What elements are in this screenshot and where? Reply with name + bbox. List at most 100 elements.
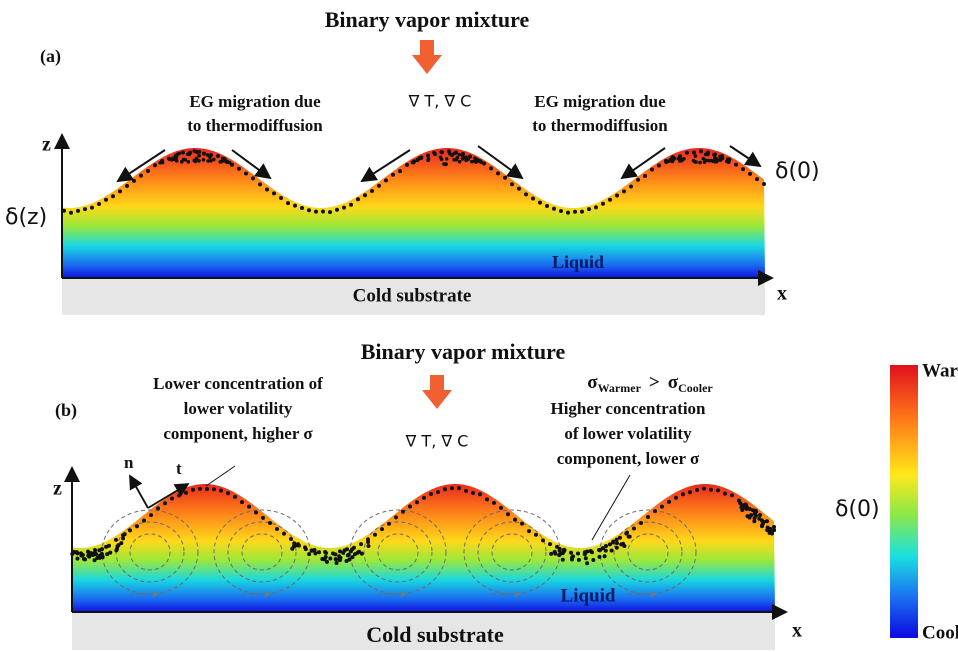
dot: [443, 487, 447, 491]
dot: [758, 513, 762, 517]
dot: [629, 184, 633, 188]
dot: [444, 162, 448, 166]
dot: [104, 545, 108, 549]
dot: [755, 177, 759, 181]
dot: [307, 208, 311, 212]
dot: [422, 496, 426, 500]
dot: [610, 549, 614, 553]
dot: [181, 150, 185, 154]
dot: [552, 207, 556, 211]
dot: [741, 167, 745, 171]
dot: [338, 558, 342, 562]
delta-label: δ(0): [835, 497, 880, 522]
dot: [692, 150, 696, 154]
dot: [439, 150, 443, 154]
dot: [228, 161, 232, 165]
dot: [323, 550, 327, 554]
dot: [650, 168, 654, 172]
dot: [429, 492, 433, 496]
dot: [562, 550, 566, 554]
dot: [472, 160, 476, 164]
vapor-label: Binary vapor mixture: [325, 7, 530, 32]
dot: [197, 154, 201, 158]
dot: [401, 510, 405, 514]
dot: [170, 158, 174, 162]
dot: [87, 555, 91, 559]
dot: [726, 157, 730, 161]
dot: [489, 166, 493, 170]
dot: [289, 537, 293, 541]
dot: [503, 176, 507, 180]
dot: [275, 527, 279, 531]
dot: [384, 178, 388, 182]
dot: [704, 153, 708, 157]
note: Lower concentration of: [153, 374, 323, 393]
dot: [135, 524, 139, 528]
dot: [244, 171, 248, 175]
dot: [432, 151, 436, 155]
dot: [292, 541, 296, 545]
dot: [513, 518, 517, 522]
dot: [408, 505, 412, 509]
dot: [373, 533, 377, 537]
dot: [337, 554, 341, 558]
dot: [335, 561, 339, 565]
dot: [548, 542, 552, 546]
dot: [380, 527, 384, 531]
dot: [660, 505, 664, 509]
dot: [114, 548, 118, 552]
dot: [754, 514, 758, 518]
dot: [93, 558, 97, 562]
dot: [615, 546, 619, 550]
dot: [184, 158, 188, 162]
colorbar-label: Cooler: [922, 622, 958, 643]
dot: [310, 548, 314, 552]
dot: [366, 540, 370, 544]
dot: [636, 178, 640, 182]
dot: [541, 538, 545, 542]
dot: [265, 187, 269, 191]
dot: [680, 159, 684, 163]
dot: [576, 551, 580, 555]
dot: [745, 514, 749, 518]
dot: [549, 552, 553, 556]
note: lower volatility: [184, 399, 293, 418]
note: component, higher σ: [163, 424, 313, 443]
dot: [75, 557, 79, 561]
dot: [622, 189, 626, 193]
dot: [377, 184, 381, 188]
normal-label: n: [124, 453, 134, 472]
dot: [198, 487, 202, 491]
dot: [370, 189, 374, 193]
dot: [671, 160, 675, 164]
dot: [681, 492, 685, 496]
dot: [632, 527, 636, 531]
dot: [191, 488, 195, 492]
dot: [90, 206, 94, 210]
dot: [608, 198, 612, 202]
dot: [286, 201, 290, 205]
dot: [108, 551, 112, 555]
colorbar: [890, 365, 918, 638]
dot: [334, 557, 338, 561]
dot: [436, 490, 440, 494]
liquid-film: [62, 148, 765, 278]
dot: [603, 554, 607, 558]
dot: [577, 558, 581, 562]
dot: [149, 513, 153, 517]
dot: [128, 528, 132, 532]
dot: [730, 493, 734, 497]
dot: [597, 555, 601, 559]
dot: [325, 560, 329, 564]
dot: [300, 206, 304, 210]
dot: [757, 517, 761, 521]
dot: [608, 542, 612, 546]
sigma-sub: Warmer: [598, 381, 642, 395]
delta-label: δ(z): [5, 205, 47, 230]
dot: [506, 512, 510, 516]
dot: [360, 552, 364, 556]
dot: [313, 551, 317, 555]
dot: [226, 491, 230, 495]
dot: [314, 210, 318, 214]
dot: [268, 521, 272, 525]
